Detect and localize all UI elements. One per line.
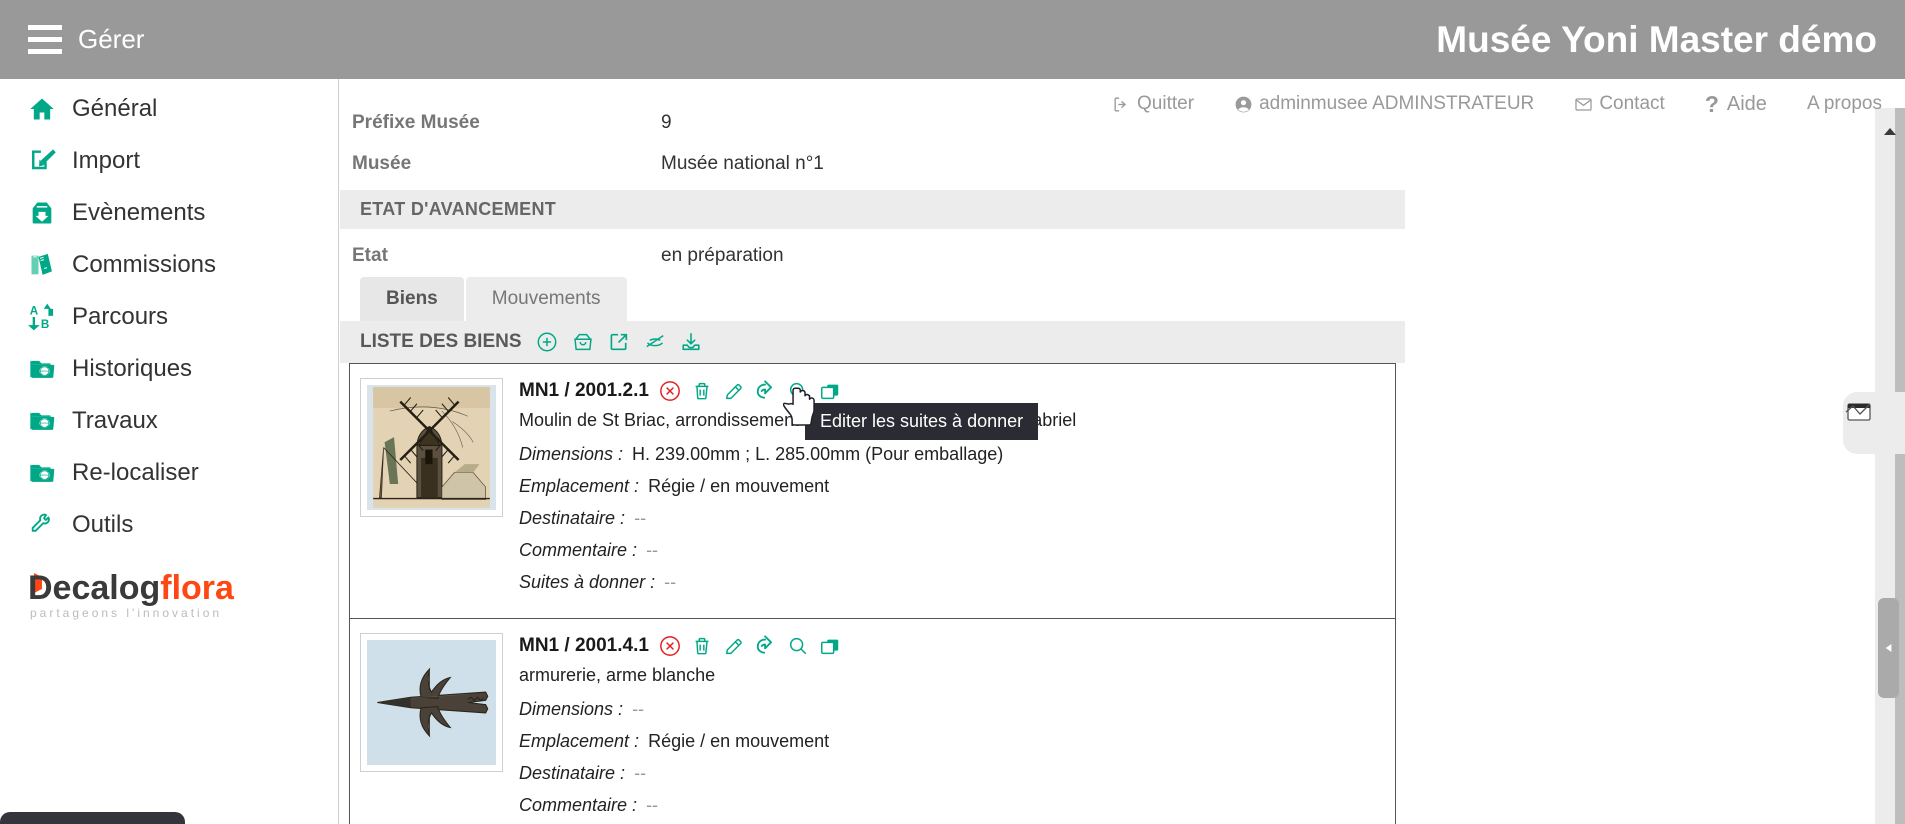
- svg-text:Decalogflora: Decalogflora: [28, 569, 235, 607]
- svg-text:A: A: [30, 305, 39, 318]
- svg-text:partageons l'innovation: partageons l'innovation: [30, 606, 222, 620]
- svg-text:B: B: [41, 318, 49, 331]
